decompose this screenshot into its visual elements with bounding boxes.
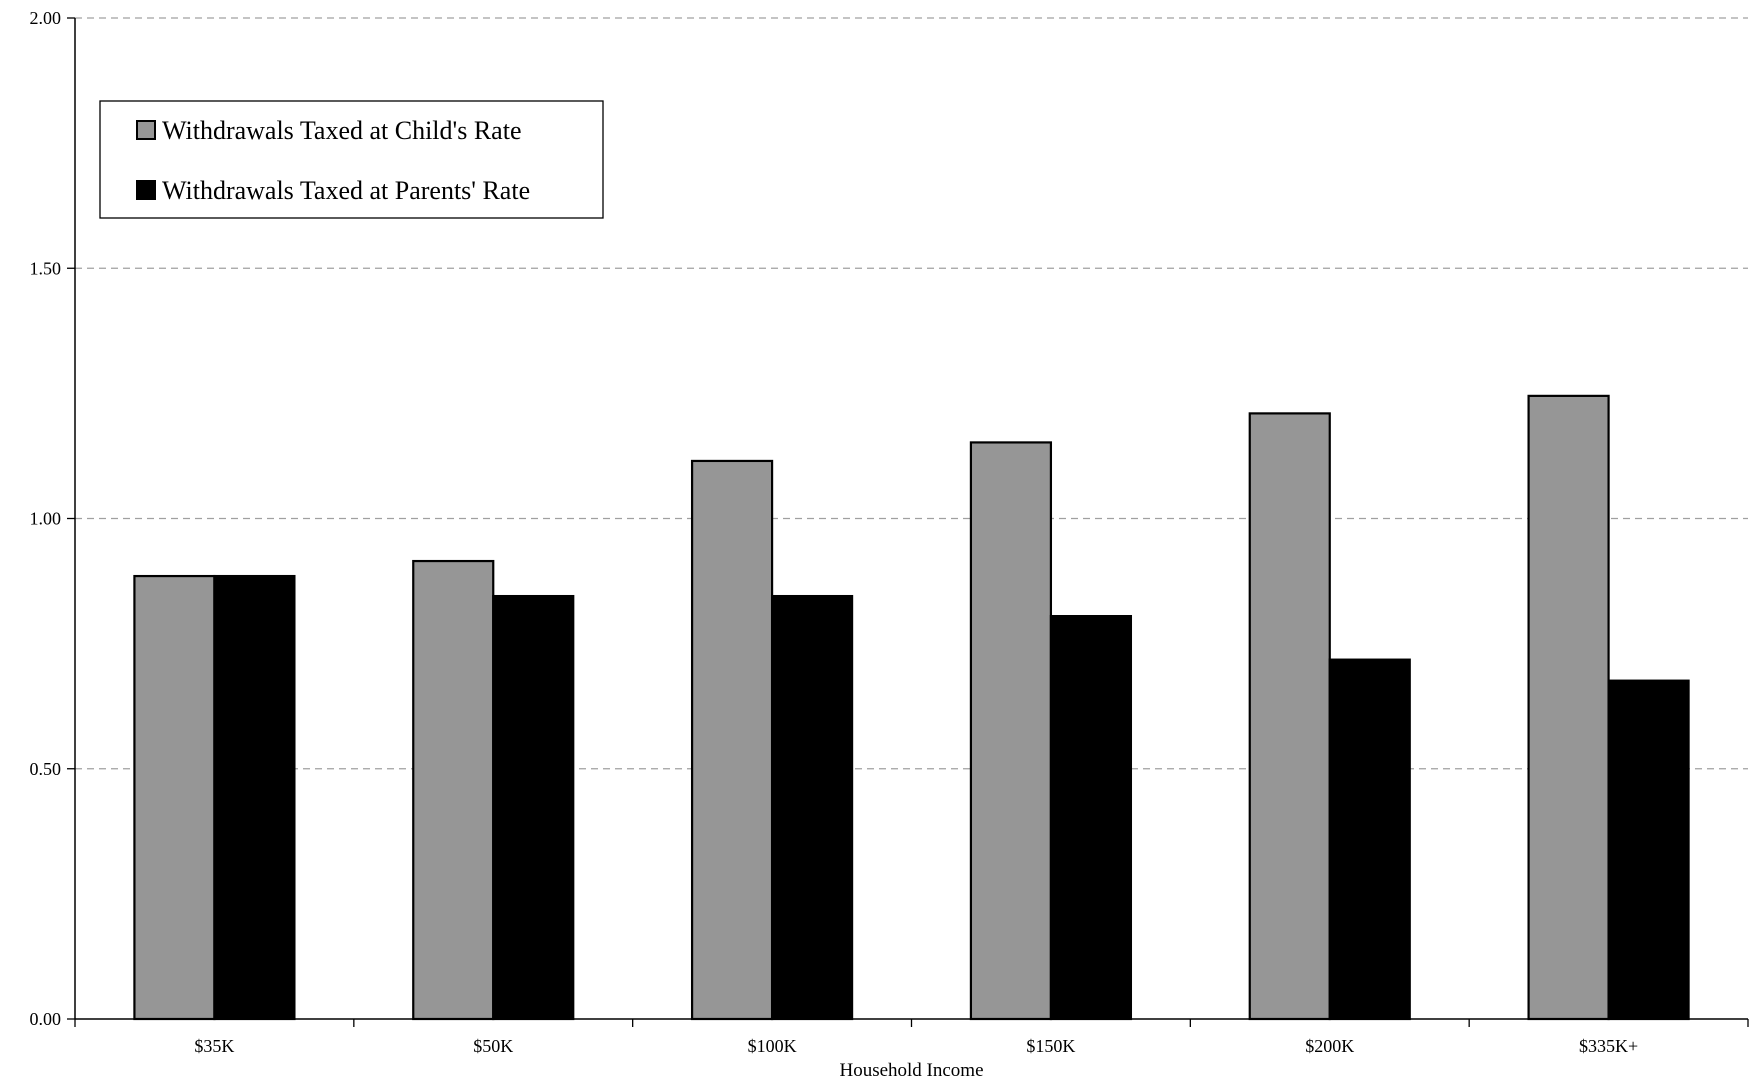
bar-parents-rate — [492, 594, 575, 1021]
legend-swatch — [136, 180, 156, 200]
x-tick-label: $50K — [473, 1036, 513, 1056]
bar-childs-rate — [690, 459, 774, 1021]
bar-childs-rate — [1527, 394, 1610, 1021]
bar-parents-rate — [770, 594, 854, 1021]
legend-box — [99, 100, 604, 219]
x-tick-label: $150K — [1026, 1036, 1075, 1056]
x-tick-label: $100K — [748, 1036, 797, 1056]
bar-parents-rate — [1328, 658, 1411, 1021]
legend-label: Withdrawals Taxed at Child's Rate — [162, 116, 521, 145]
y-tick-label: 1.50 — [30, 258, 62, 278]
legend-swatch — [136, 120, 156, 140]
bar-childs-rate — [969, 441, 1053, 1021]
x-axis-title: Household Income — [839, 1060, 983, 1081]
y-tick-label: 0.00 — [30, 1009, 62, 1029]
x-tick-label: $335K+ — [1579, 1036, 1638, 1056]
y-tick-label: 1.00 — [30, 509, 62, 529]
legend-label: Withdrawals Taxed at Parents' Rate — [162, 176, 530, 205]
bar-childs-rate — [133, 574, 216, 1021]
bar-childs-rate — [1248, 412, 1331, 1021]
bar-parents-rate — [1049, 614, 1133, 1021]
gridlines — [75, 17, 1748, 770]
bars — [133, 394, 1690, 1021]
x-tick-label: $200K — [1305, 1036, 1354, 1056]
bar-parents-rate — [213, 574, 296, 1021]
bar-parents-rate — [1607, 679, 1690, 1021]
axes — [67, 17, 1749, 1027]
y-axis-tick-labels: 0.00 0.50 1.00 1.50 2.00 — [30, 8, 62, 1029]
x-axis-tick-labels: $35K $50K $100K $150K $200K $335K+ — [194, 1036, 1638, 1056]
bar-childs-rate — [412, 559, 495, 1021]
x-tick-label: $35K — [194, 1036, 234, 1056]
legend: Withdrawals Taxed at Child's Rate Withdra… — [99, 100, 604, 219]
y-tick-label: 0.50 — [30, 759, 62, 779]
y-tick-label: 2.00 — [30, 8, 62, 28]
